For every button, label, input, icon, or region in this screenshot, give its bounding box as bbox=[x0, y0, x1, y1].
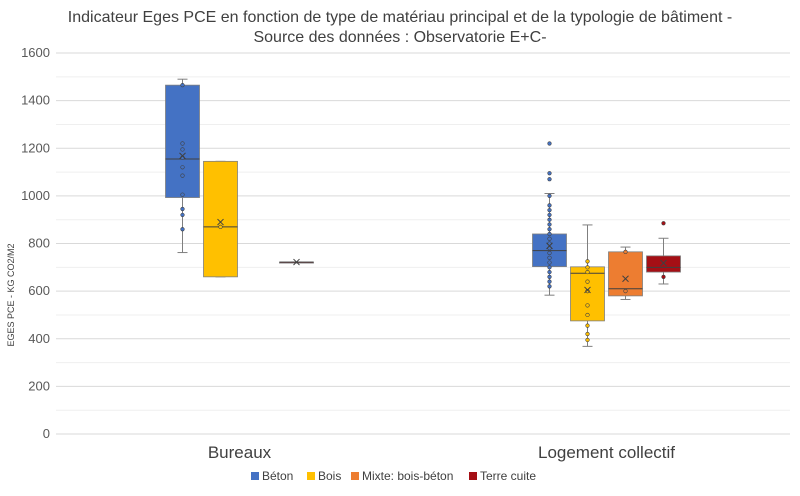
legend: Béton Bois Mixte: bois-béton Terre cuite bbox=[251, 469, 536, 483]
mean-marker bbox=[622, 275, 629, 283]
data-point bbox=[180, 147, 185, 152]
chart-title-line-2: Source des données : Observatorie E+C- bbox=[253, 29, 546, 46]
data-point bbox=[547, 208, 552, 213]
y-tick-label: 1400 bbox=[21, 93, 50, 108]
data-point bbox=[547, 177, 552, 182]
data-point bbox=[547, 265, 552, 270]
y-axis-ticks: 0 200 400 600 800 1000 1200 1400 1600 bbox=[21, 45, 50, 441]
chart-title-line-1: Indicateur Eges PCE en fonction de type … bbox=[68, 9, 732, 26]
data-point bbox=[547, 217, 552, 222]
mean-marker bbox=[660, 259, 667, 267]
x-category-label: Logement collectif bbox=[538, 443, 675, 462]
legend-label: Terre cuite bbox=[480, 469, 536, 483]
data-point bbox=[180, 141, 185, 146]
data-point bbox=[547, 212, 552, 218]
data-point bbox=[180, 192, 185, 197]
data-point bbox=[547, 222, 552, 227]
data-point bbox=[547, 203, 552, 208]
data-point bbox=[623, 289, 628, 294]
box-bois-1 bbox=[203, 160, 238, 278]
data-point bbox=[180, 227, 185, 232]
y-tick-label: 1600 bbox=[21, 45, 50, 60]
mean-marker bbox=[293, 258, 300, 266]
data-point bbox=[547, 269, 552, 275]
legend-swatch bbox=[251, 472, 259, 480]
data-point bbox=[547, 171, 552, 176]
data-point bbox=[585, 303, 590, 308]
data-point bbox=[547, 231, 552, 237]
data-point bbox=[585, 279, 590, 284]
data-point bbox=[623, 249, 628, 254]
y-tick-label: 800 bbox=[28, 236, 50, 251]
y-tick-label: 600 bbox=[28, 283, 50, 298]
data-point bbox=[180, 173, 185, 178]
data-point bbox=[661, 274, 666, 279]
data-point bbox=[547, 274, 552, 279]
data-point bbox=[180, 165, 185, 170]
legend-label: Bois bbox=[318, 469, 341, 483]
box-series bbox=[165, 78, 681, 347]
legend-label: Béton bbox=[262, 469, 293, 483]
legend-swatch bbox=[351, 472, 359, 480]
box-b-ton-1 bbox=[165, 78, 200, 254]
box-terre-cuite-2 bbox=[646, 221, 681, 285]
iqr-box bbox=[570, 266, 605, 322]
mean-marker bbox=[179, 152, 186, 160]
y-axis-label: EGES PCE - KG CO2/M2 bbox=[6, 243, 16, 346]
y-tick-label: 400 bbox=[28, 331, 50, 346]
data-point bbox=[585, 312, 590, 318]
data-point bbox=[585, 265, 590, 270]
data-point bbox=[585, 269, 590, 275]
x-axis-categories: Bureaux Logement collectif bbox=[208, 443, 675, 462]
y-tick-label: 1200 bbox=[21, 140, 50, 155]
data-point bbox=[585, 259, 590, 264]
y-tick-label: 1000 bbox=[21, 188, 50, 203]
data-point bbox=[547, 260, 552, 265]
box-terre-cuite-1 bbox=[279, 258, 314, 266]
y-tick-label: 0 bbox=[43, 426, 50, 441]
mean-marker bbox=[217, 218, 224, 226]
iqr-box bbox=[165, 84, 200, 198]
data-point bbox=[661, 221, 666, 226]
iqr-box bbox=[203, 160, 238, 278]
legend-label: Mixte: bois-béton bbox=[362, 469, 453, 483]
iqr-box bbox=[646, 255, 681, 273]
box-b-ton-2 bbox=[532, 141, 567, 296]
box-bois-2 bbox=[570, 224, 605, 347]
legend-swatch bbox=[307, 472, 315, 480]
data-point bbox=[547, 250, 552, 256]
data-point bbox=[585, 331, 590, 337]
data-point bbox=[547, 279, 552, 284]
data-point bbox=[547, 255, 552, 260]
legend-swatch bbox=[469, 472, 477, 480]
data-point bbox=[585, 337, 590, 343]
data-point bbox=[547, 284, 552, 289]
data-point bbox=[180, 206, 185, 212]
y-tick-label: 200 bbox=[28, 378, 50, 393]
mean-marker bbox=[584, 286, 591, 294]
data-point bbox=[547, 141, 552, 146]
data-point bbox=[547, 236, 552, 241]
data-point bbox=[547, 227, 552, 232]
mean-marker bbox=[546, 242, 553, 250]
data-point bbox=[180, 212, 185, 218]
x-category-label: Bureaux bbox=[208, 443, 272, 462]
data-point bbox=[585, 323, 590, 328]
data-point bbox=[547, 193, 552, 198]
box-mixte-bois-b-ton-2 bbox=[608, 246, 643, 300]
data-point bbox=[218, 224, 223, 229]
data-point bbox=[180, 83, 185, 88]
